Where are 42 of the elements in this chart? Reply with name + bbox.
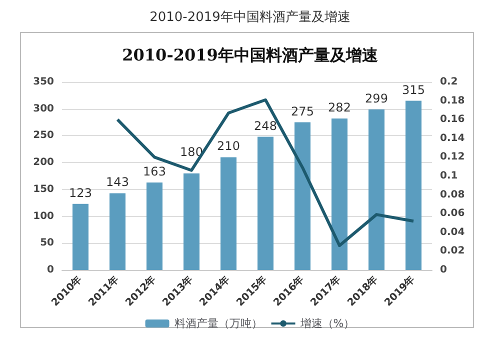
y2-tick-label: 0.04 [440, 226, 465, 238]
legend-label: 料酒产量（万吨） [174, 317, 262, 330]
data-label: 315 [402, 82, 425, 97]
bar [258, 136, 274, 270]
y-tick-label: 350 [33, 76, 54, 88]
y-tick-label: 100 [33, 210, 54, 222]
bar [72, 204, 88, 270]
y-tick-label: 150 [33, 184, 54, 195]
y2-tick-label: 0.1 [440, 170, 458, 182]
data-label: 299 [365, 91, 388, 106]
y-tick-label: 50 [40, 238, 54, 249]
y2-tick-label: 0 [440, 264, 447, 276]
y2-tick-label: 0.18 [440, 95, 465, 106]
bar [332, 118, 348, 270]
data-label: 275 [291, 104, 314, 118]
chart-subtitle: 2010-2019年中国料酒产量及增速 [150, 10, 350, 25]
data-label: 143 [106, 175, 129, 190]
y2-tick-label: 0.02 [440, 246, 465, 257]
bar [406, 100, 422, 270]
y-tick-label: 0 [47, 264, 54, 276]
y2-tick-label: 0.06 [440, 208, 465, 220]
bar [184, 173, 200, 270]
y2-tick-label: 0.12 [440, 152, 465, 163]
y-tick-label: 200 [33, 157, 54, 168]
y-tick-label: 250 [33, 130, 54, 142]
bar [368, 109, 384, 270]
y2-tick-label: 0.14 [440, 132, 465, 144]
data-label: 210 [217, 139, 240, 154]
y2-tick-label: 0.08 [440, 189, 465, 200]
bar [294, 122, 310, 270]
bar [220, 157, 236, 270]
bar [110, 193, 126, 270]
y2-tick-label: 0.2 [440, 76, 458, 88]
legend-label: 增速（%） [299, 317, 355, 330]
data-label: 248 [254, 118, 277, 133]
bar [146, 182, 162, 270]
data-label: 163 [143, 164, 166, 178]
y-tick-label: 300 [33, 103, 54, 114]
y2-tick-label: 0.16 [440, 114, 465, 126]
data-label: 282 [328, 100, 351, 115]
chart-title: 2010-2019年中国料酒产量及增速 [122, 46, 379, 64]
data-label: 123 [69, 186, 92, 200]
